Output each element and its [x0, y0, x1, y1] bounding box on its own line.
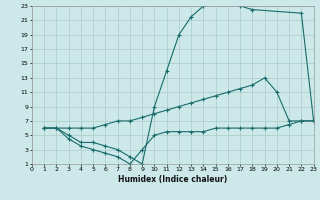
X-axis label: Humidex (Indice chaleur): Humidex (Indice chaleur)	[118, 175, 228, 184]
